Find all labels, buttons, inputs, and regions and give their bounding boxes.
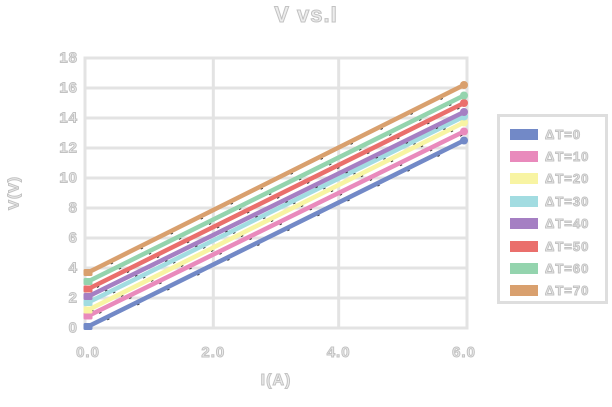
- legend-item: ΔT=20: [510, 168, 605, 190]
- x-tick-label: 6.0: [452, 344, 476, 362]
- x-axis-label: I(A): [260, 372, 292, 390]
- data-point-marker: [460, 127, 468, 136]
- data-point-marker: [83, 312, 93, 320]
- y-axis-label: V(V): [5, 176, 23, 211]
- data-point-marker: [460, 136, 468, 145]
- legend-label: ΔT=0: [544, 126, 582, 142]
- series-line: [85, 82, 467, 275]
- y-tick-label: 4: [68, 259, 78, 277]
- legend-label: ΔT=70: [544, 283, 590, 299]
- legend-swatch: [510, 218, 538, 230]
- y-tick-label: 10: [59, 169, 78, 187]
- legend-swatch: [510, 195, 538, 207]
- legend-label: ΔT=30: [544, 193, 590, 209]
- y-tick-label: 0: [68, 319, 78, 337]
- series-line: [85, 114, 467, 305]
- legend-swatch: [510, 285, 538, 297]
- legend-item: ΔT=50: [510, 235, 605, 257]
- y-tick-label: 2: [68, 289, 78, 307]
- series-line: [85, 100, 467, 292]
- legend-swatch: [510, 128, 538, 140]
- legend-item: ΔT=60: [510, 257, 605, 279]
- data-point-marker: [83, 293, 93, 300]
- series-line: [85, 138, 467, 329]
- y-tick-label: 6: [68, 229, 78, 247]
- data-point-marker: [460, 99, 468, 107]
- series-line: [85, 120, 467, 313]
- series-line: [85, 129, 467, 319]
- data-point-marker: [460, 118, 468, 127]
- data-point-marker: [83, 278, 93, 285]
- x-tick-label: 2.0: [201, 344, 226, 362]
- legend-swatch: [510, 263, 538, 275]
- x-tick-label: 0.0: [76, 344, 100, 362]
- series-line: [85, 93, 467, 284]
- data-point-marker: [83, 306, 93, 314]
- y-tick-label: 8: [68, 199, 78, 217]
- data-point-marker: [83, 299, 93, 306]
- legend-swatch: [510, 151, 538, 163]
- legend-label: ΔT=50: [544, 238, 590, 254]
- data-point-marker: [460, 108, 468, 116]
- legend-item: ΔT=0: [510, 123, 605, 145]
- legend-label: ΔT=20: [544, 171, 590, 187]
- data-point-marker: [460, 81, 468, 89]
- data-point-marker: [460, 91, 468, 100]
- data-point-marker: [83, 285, 93, 293]
- legend-item: ΔT=40: [510, 213, 605, 235]
- legend-swatch: [510, 173, 538, 185]
- legend-label: ΔT=60: [544, 261, 590, 277]
- legend-item: ΔT=30: [510, 190, 605, 212]
- x-tick-label: 4.0: [326, 344, 351, 362]
- legend-label: ΔT=40: [544, 216, 590, 232]
- data-point-marker: [83, 269, 93, 276]
- chart-title: V vs.I: [274, 2, 338, 28]
- y-tick-label: 18: [59, 49, 78, 67]
- series-line: [85, 109, 467, 299]
- legend-swatch: [510, 240, 538, 252]
- data-point-marker: [83, 323, 93, 330]
- plot-frame: [83, 56, 469, 330]
- y-tick-label: 16: [59, 79, 78, 97]
- legend: ΔT=0 ΔT=10 ΔT=20 ΔT=30 ΔT=40 ΔT=50 ΔT=60 ΔT=70: [497, 114, 608, 304]
- legend-item: ΔT=10: [510, 145, 605, 167]
- y-tick-label: 12: [59, 139, 78, 157]
- legend-item: ΔT=70: [510, 280, 605, 302]
- legend-label: ΔT=10: [544, 149, 590, 165]
- y-tick-label: 14: [59, 109, 78, 127]
